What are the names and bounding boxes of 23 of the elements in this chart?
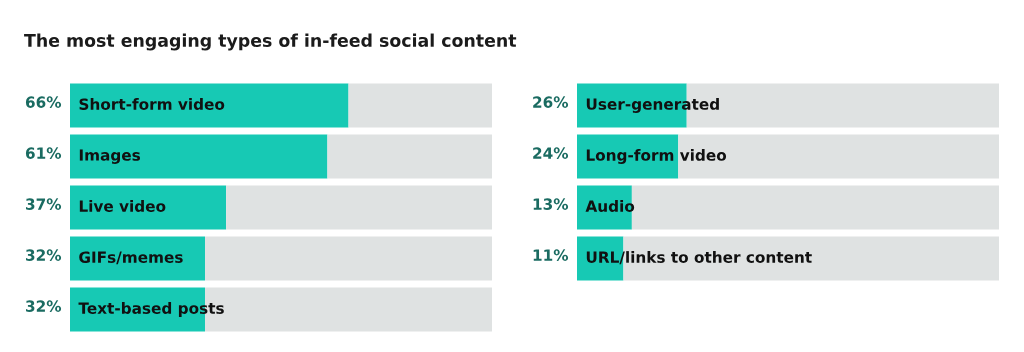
bar bbox=[678, 134, 999, 179]
y-tick-label: Short-form video bbox=[79, 98, 225, 110]
bar bbox=[226, 185, 492, 230]
bar bbox=[205, 236, 492, 281]
bar bbox=[327, 134, 492, 179]
data-label: 24% bbox=[533, 147, 569, 159]
chart-title: The most engaging types of in-feed social content bbox=[24, 33, 517, 51]
y-tick-label: Images bbox=[79, 149, 141, 164]
data-label: 66% bbox=[25, 96, 62, 108]
data-label: 11% bbox=[533, 249, 569, 261]
data-label: 61% bbox=[25, 147, 62, 159]
data-label: 37% bbox=[26, 198, 62, 210]
bar bbox=[70, 185, 227, 230]
bar bbox=[70, 134, 328, 179]
bar bbox=[348, 83, 492, 128]
data-label: 13% bbox=[533, 198, 569, 210]
data-label: 26% bbox=[533, 96, 569, 108]
data-label: 32% bbox=[26, 300, 62, 312]
bar bbox=[70, 83, 349, 128]
data-label: 32% bbox=[26, 249, 62, 261]
y-tick-label: Live video bbox=[79, 200, 166, 212]
y-tick-label: GIFs/memes bbox=[79, 251, 183, 265]
y-tick-label: Long-form video bbox=[586, 149, 727, 164]
